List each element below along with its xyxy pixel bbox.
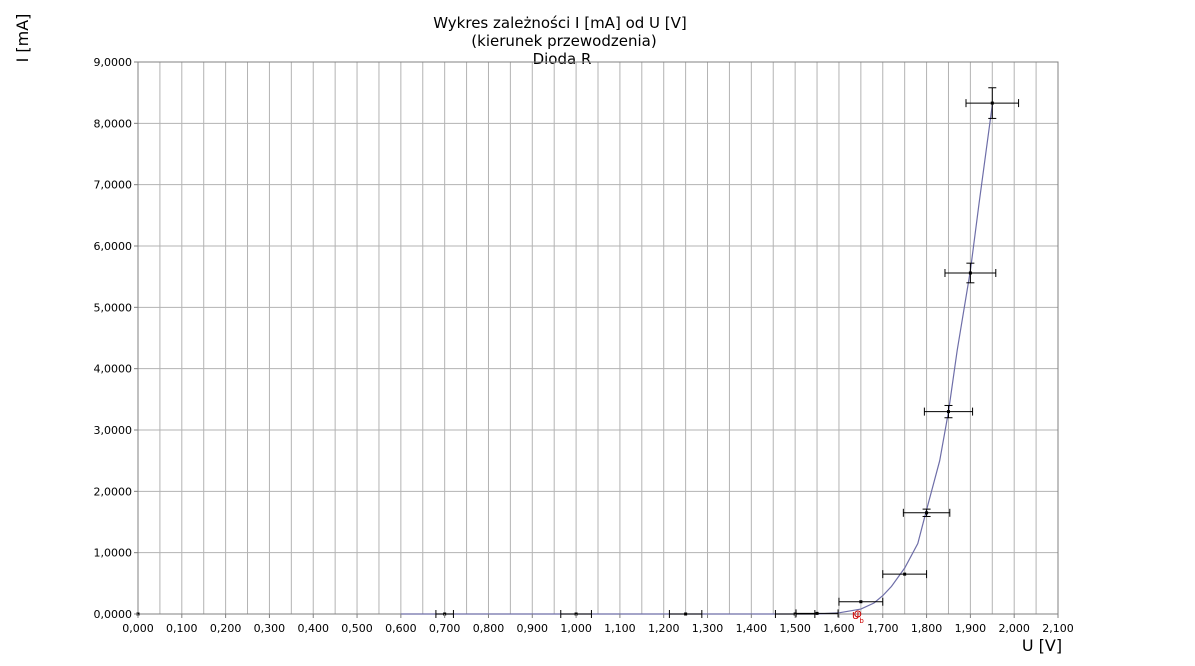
x-axis-title: U [V] — [1022, 636, 1062, 655]
x-tick-label: 1,200 — [648, 622, 680, 635]
y-tick-label: 1,0000 — [94, 547, 133, 560]
x-tick-label: 1,500 — [779, 622, 811, 635]
y-tick-label: 6,0000 — [94, 240, 133, 253]
grid — [137, 61, 1059, 615]
data-point — [795, 609, 839, 618]
chart-title: Wykres zależności I [mA] od U [V] (kieru… — [433, 14, 687, 68]
data-point — [838, 597, 884, 606]
x-tick-label: 1,300 — [692, 622, 724, 635]
data-points — [136, 87, 1020, 618]
x-tick-label: 1,900 — [955, 622, 987, 635]
x-tick-label: 0,600 — [385, 622, 417, 635]
x-tick-label: 2,100 — [1042, 622, 1074, 635]
y-axis-tick-labels: 0,0000 1,0000 2,0000 3,0000 4,0000 5,0000 6,00… — [94, 56, 138, 621]
x-tick-label: 0,100 — [166, 622, 198, 635]
x-tick-label: 2,000 — [998, 622, 1030, 635]
data-point-marker — [990, 101, 994, 105]
x-tick-label: 0,200 — [210, 622, 242, 635]
y-tick-label: 3,0000 — [94, 424, 133, 437]
data-point-marker — [903, 572, 907, 576]
x-tick-label: 1,600 — [823, 622, 855, 635]
data-point — [944, 262, 997, 284]
data-point — [923, 404, 974, 419]
data-point-marker — [925, 511, 929, 515]
y-tick-label: 5,0000 — [94, 301, 133, 314]
data-point-marker — [968, 271, 972, 275]
x-tick-label: 1,800 — [911, 622, 943, 635]
data-point — [965, 87, 1020, 119]
x-tick-label: 0,400 — [297, 622, 329, 635]
x-tick-label: 0,300 — [254, 622, 286, 635]
y-axis-title: I [mA] — [13, 14, 32, 63]
x-tick-label: 0,800 — [473, 622, 505, 635]
ub-marker — [854, 610, 862, 618]
chart-title-line-3: Dioda R — [533, 50, 592, 68]
x-tick-label: 1,400 — [736, 622, 768, 635]
y-tick-label: 7,0000 — [94, 179, 133, 192]
fitted-curve-line — [400, 104, 993, 615]
data-point — [668, 610, 703, 618]
data-point-marker — [684, 612, 688, 616]
data-point — [882, 570, 928, 579]
data-point-marker — [946, 410, 950, 414]
chart-title-line-1: Wykres zależności I [mA] od U [V] — [433, 14, 687, 32]
x-tick-label: 0,700 — [429, 622, 461, 635]
y-tick-label: 4,0000 — [94, 363, 133, 376]
x-tick-label: 1,000 — [560, 622, 592, 635]
y-tick-label: 0,0000 — [94, 608, 133, 621]
y-tick-label: 2,0000 — [94, 485, 133, 498]
x-tick-label: 0,900 — [517, 622, 549, 635]
data-point-marker — [859, 600, 863, 604]
x-tick-label: 0,000 — [122, 622, 154, 635]
fitted-curve — [400, 104, 993, 615]
data-point-marker — [815, 611, 819, 615]
x-axis-tick-labels: 0,000 0,100 0,200 0,300 0,400 0,500 0,600 0,700… — [122, 614, 1074, 635]
data-point — [902, 508, 951, 517]
chart-title-line-2: (kierunek przewodzenia) — [471, 32, 656, 50]
x-tick-label: 1,700 — [867, 622, 899, 635]
y-tick-label: 9,0000 — [94, 56, 133, 69]
y-tick-label: 8,0000 — [94, 117, 133, 130]
x-tick-label: 0,500 — [341, 622, 373, 635]
x-tick-label: 1,100 — [604, 622, 636, 635]
